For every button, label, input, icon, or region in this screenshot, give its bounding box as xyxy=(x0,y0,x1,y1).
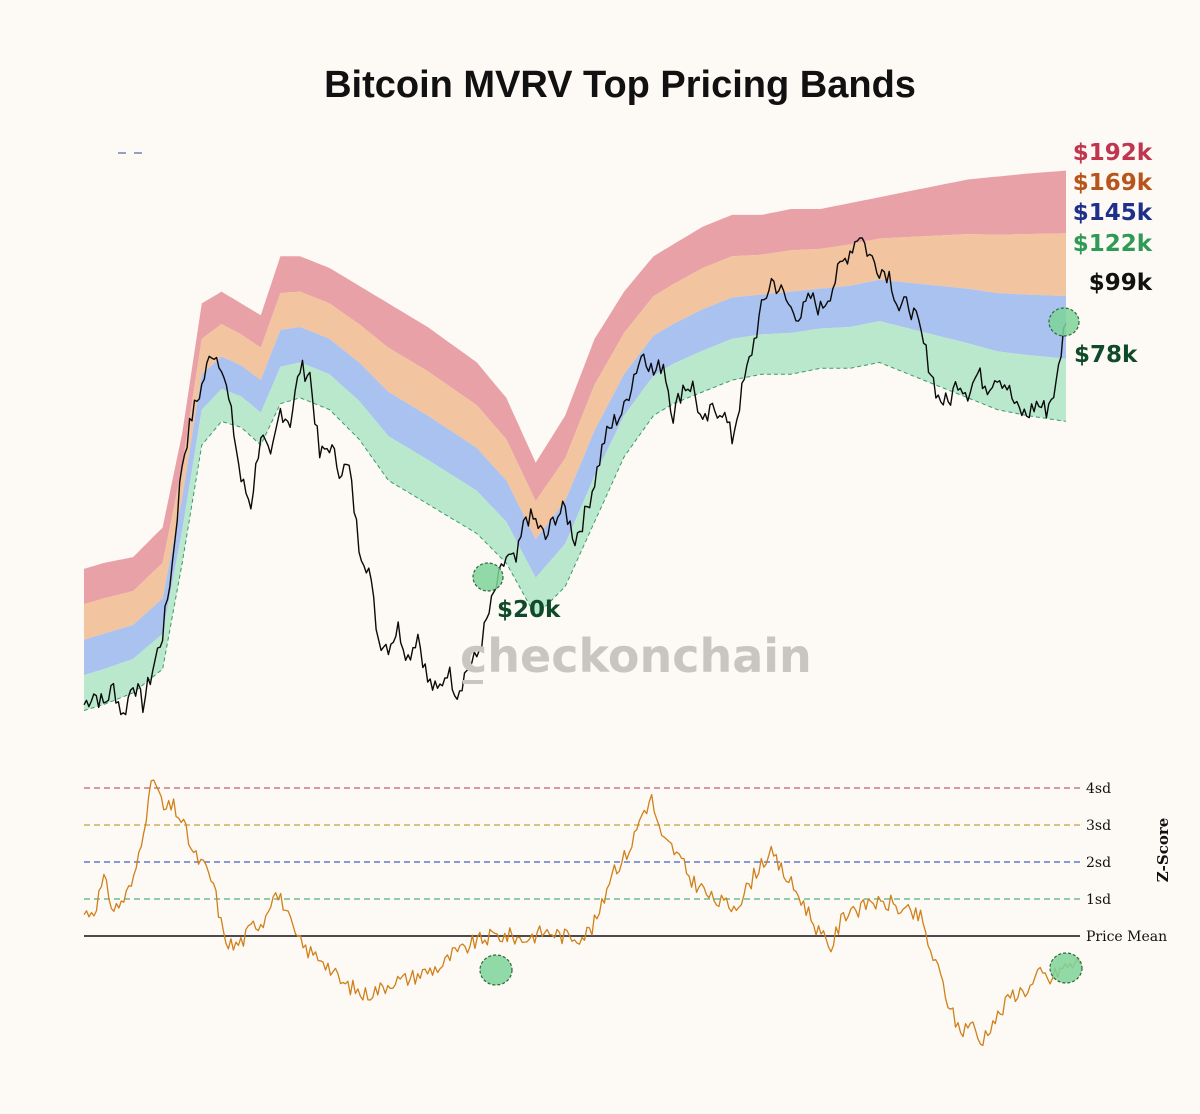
band-label-mean: $99k xyxy=(1089,270,1153,296)
band-label-1sd: $122k xyxy=(1073,231,1153,257)
price-line xyxy=(83,237,1067,716)
band-3sd xyxy=(84,233,1066,640)
pricing-bands xyxy=(83,170,1067,711)
price-line-layer xyxy=(83,237,1067,716)
zscore-callout-circle xyxy=(1049,952,1083,984)
band-2sd xyxy=(84,279,1066,676)
band-1sd xyxy=(84,321,1066,711)
band-mean-edge xyxy=(83,361,1067,711)
band-label-2sd: $145k xyxy=(1073,200,1153,226)
chart-title: Bitcoin MVRV Top Pricing Bands xyxy=(324,64,916,106)
watermark-text: checkonchain xyxy=(460,629,812,683)
callouts: $20k $78k xyxy=(472,307,1138,623)
callout-label: $78k xyxy=(1074,342,1138,368)
ref-label-4sd: 4sd xyxy=(1086,781,1111,797)
band-label-4sd: $192k xyxy=(1073,140,1153,166)
ref-label-2sd: 2sd xyxy=(1086,855,1111,871)
callout-circle xyxy=(1048,307,1080,337)
callout-label: $20k xyxy=(497,597,561,623)
zscore-panel: 4sd 3sd 2sd 1sd Price Mean xyxy=(83,779,1167,1047)
band-4sd xyxy=(84,170,1066,605)
zscore-line xyxy=(83,779,1081,1047)
z-score-axis-label: Z-Score xyxy=(1154,818,1172,883)
callout-circle xyxy=(472,562,504,592)
zscore-callout-circle xyxy=(479,954,513,986)
ref-label-1sd: 1sd xyxy=(1086,892,1111,908)
band-label-3sd: $169k xyxy=(1073,170,1153,196)
ref-label-mean: Price Mean xyxy=(1086,929,1167,945)
ref-label-3sd: 3sd xyxy=(1086,818,1111,834)
band-labels: $192k $169k $145k $122k $99k xyxy=(1073,140,1153,296)
